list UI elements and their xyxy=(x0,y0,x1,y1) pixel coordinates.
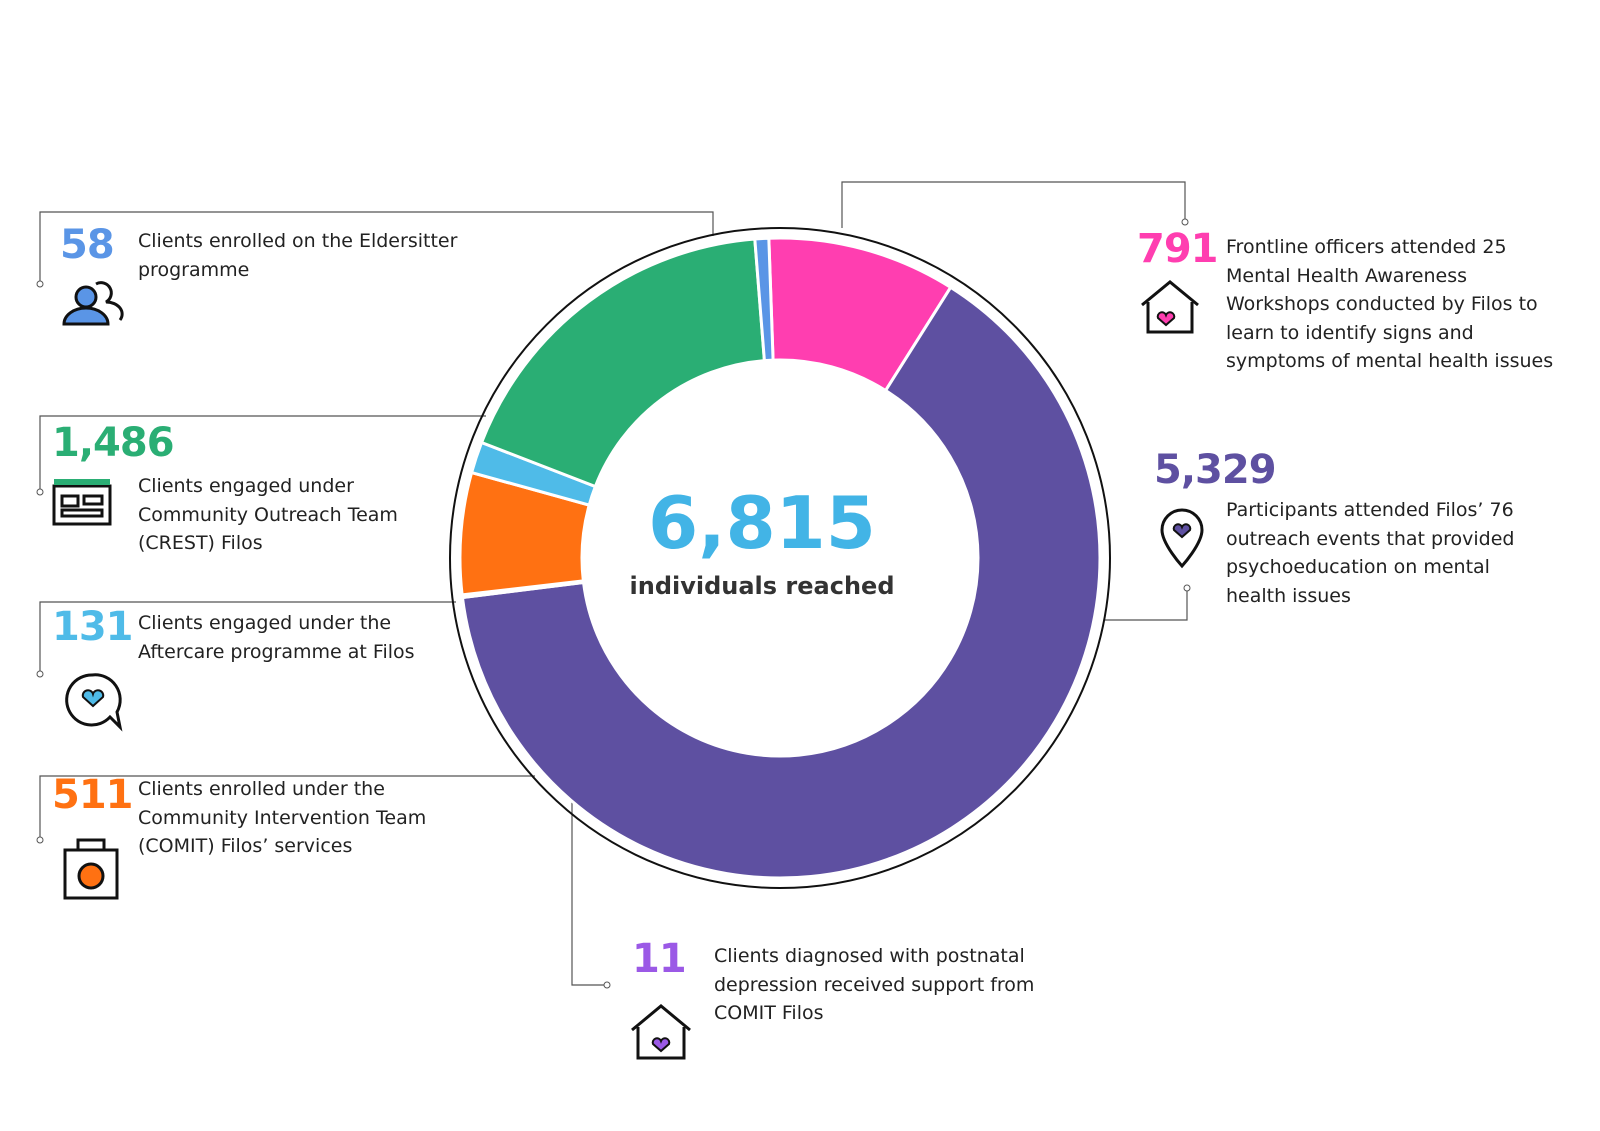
description: Participants attended Filos’ 76 outreach… xyxy=(1226,499,1515,607)
connectors xyxy=(39,181,1188,986)
value-label: 58 xyxy=(60,222,115,268)
donut-segment xyxy=(479,237,767,489)
description: Frontline officers attended 25 Mental He… xyxy=(1226,236,1554,372)
value-label: 5,329 xyxy=(1154,447,1277,493)
value-label: 1,486 xyxy=(52,420,175,466)
value-label: 791 xyxy=(1137,226,1218,272)
center-value: 6,815 xyxy=(648,481,876,565)
center-label: individuals reached xyxy=(629,572,895,600)
connector-dots xyxy=(36,218,1191,989)
description: Clients enrolled under the Community Int… xyxy=(138,778,427,857)
description: Clients enrolled on the Eldersitter prog… xyxy=(138,230,458,281)
description: Clients diagnosed with postnatal depress… xyxy=(714,945,1035,1024)
value-label: 131 xyxy=(52,604,133,650)
description: Clients engaged under Community Outreach… xyxy=(138,475,398,554)
value-label: 511 xyxy=(52,772,133,818)
description: Clients engaged under the Aftercare prog… xyxy=(138,612,415,663)
outer-ring xyxy=(449,227,1111,889)
value-label: 11 xyxy=(632,936,687,982)
donut-segment xyxy=(460,285,1102,880)
icons xyxy=(52,280,1204,1060)
donut-segment xyxy=(753,236,775,363)
